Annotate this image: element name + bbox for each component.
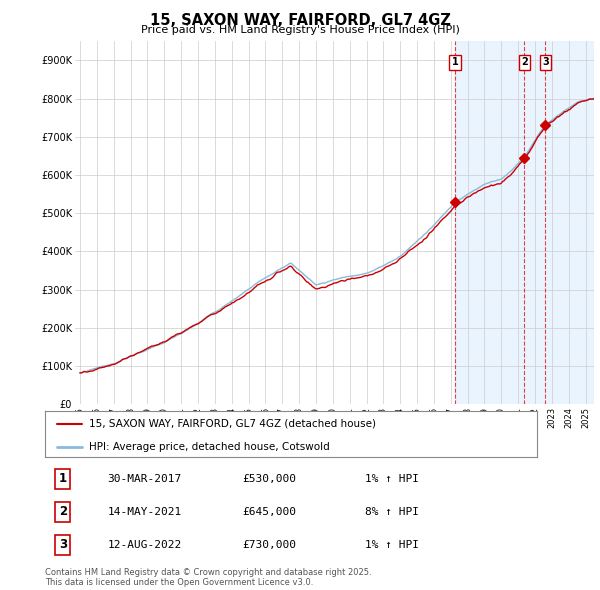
Text: £730,000: £730,000: [242, 540, 296, 550]
Text: Contains HM Land Registry data © Crown copyright and database right 2025.
This d: Contains HM Land Registry data © Crown c…: [45, 568, 371, 587]
Text: 3: 3: [542, 57, 549, 67]
Text: HPI: Average price, detached house, Cotswold: HPI: Average price, detached house, Cots…: [89, 442, 330, 452]
Text: £530,000: £530,000: [242, 474, 296, 484]
Text: 15, SAXON WAY, FAIRFORD, GL7 4GZ: 15, SAXON WAY, FAIRFORD, GL7 4GZ: [149, 13, 451, 28]
Text: £645,000: £645,000: [242, 507, 296, 517]
Text: 14-MAY-2021: 14-MAY-2021: [107, 507, 182, 517]
Text: 1: 1: [59, 472, 67, 486]
Text: 12-AUG-2022: 12-AUG-2022: [107, 540, 182, 550]
Bar: [455, 41, 594, 404]
Text: 3: 3: [59, 538, 67, 552]
Text: 1: 1: [452, 57, 458, 67]
Text: 2: 2: [59, 505, 67, 519]
Text: Price paid vs. HM Land Registry's House Price Index (HPI): Price paid vs. HM Land Registry's House …: [140, 25, 460, 35]
Text: 30-MAR-2017: 30-MAR-2017: [107, 474, 182, 484]
Text: 2: 2: [521, 57, 528, 67]
Text: 15, SAXON WAY, FAIRFORD, GL7 4GZ (detached house): 15, SAXON WAY, FAIRFORD, GL7 4GZ (detach…: [89, 419, 376, 429]
Text: 1% ↑ HPI: 1% ↑ HPI: [365, 474, 419, 484]
Text: 1% ↑ HPI: 1% ↑ HPI: [365, 540, 419, 550]
Text: 8% ↑ HPI: 8% ↑ HPI: [365, 507, 419, 517]
